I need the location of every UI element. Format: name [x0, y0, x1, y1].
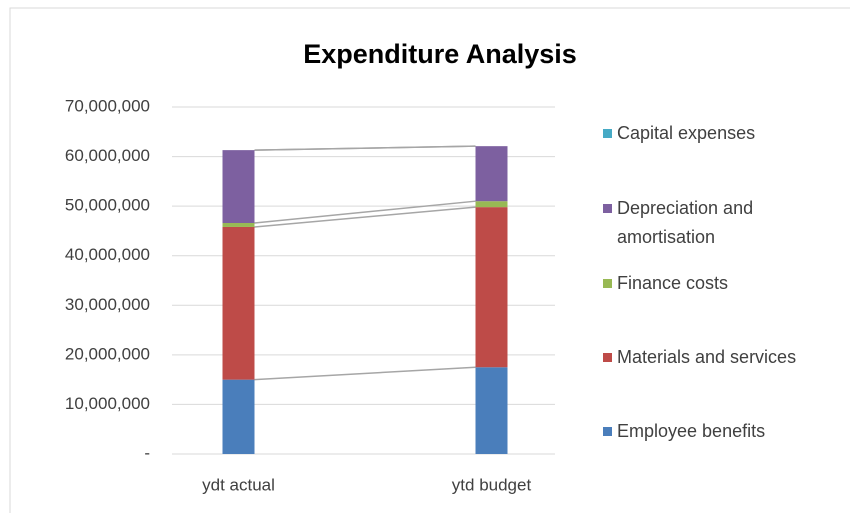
legend-label: Capital expenses: [617, 123, 756, 143]
bar-segment: [475, 207, 508, 368]
series-line: [254, 145, 476, 151]
legend-swatch: [603, 353, 612, 362]
y-tick-label: -: [144, 443, 150, 462]
y-tick-label: 30,000,000: [65, 295, 150, 314]
legend-label: Materials and services: [617, 347, 797, 367]
y-tick-label: 40,000,000: [65, 245, 150, 264]
bar-segment: [222, 226, 255, 380]
series-line: [254, 200, 476, 224]
legend-swatch: [603, 427, 612, 436]
bar-segment: [222, 150, 255, 223]
bar-segment: [475, 146, 508, 202]
legend-swatch: [603, 129, 612, 138]
x-tick-label: ytd budget: [452, 475, 532, 494]
bar-segment: [222, 379, 255, 454]
legend-item: Materials and services: [603, 343, 837, 372]
y-tick-label: 50,000,000: [65, 196, 150, 215]
series-line: [254, 366, 476, 381]
legend-label: Depreciation and amortisation: [617, 198, 754, 247]
legend-swatch: [603, 279, 612, 288]
legend-item: Capital expenses: [603, 119, 837, 148]
y-tick-label: 10,000,000: [65, 394, 150, 413]
chart-frame: [9, 7, 850, 513]
chart-title: Expenditure Analysis: [303, 39, 577, 69]
x-tick-label: ydt actual: [202, 475, 275, 494]
legend-item: Depreciation and amortisation: [603, 194, 837, 252]
legend-label: Employee benefits: [617, 421, 766, 441]
legend-swatch: [603, 204, 612, 213]
y-tick-label: 20,000,000: [65, 344, 150, 363]
y-tick-label: 70,000,000: [65, 96, 150, 115]
bar-segment: [475, 201, 508, 208]
series-line: [254, 206, 476, 228]
legend-label: Finance costs: [617, 273, 729, 293]
legend-item: Employee benefits: [603, 417, 837, 446]
legend-item: Finance costs: [603, 269, 837, 298]
bar-segment: [222, 222, 255, 227]
y-tick-label: 60,000,000: [65, 146, 150, 165]
bar-segment: [475, 367, 508, 454]
